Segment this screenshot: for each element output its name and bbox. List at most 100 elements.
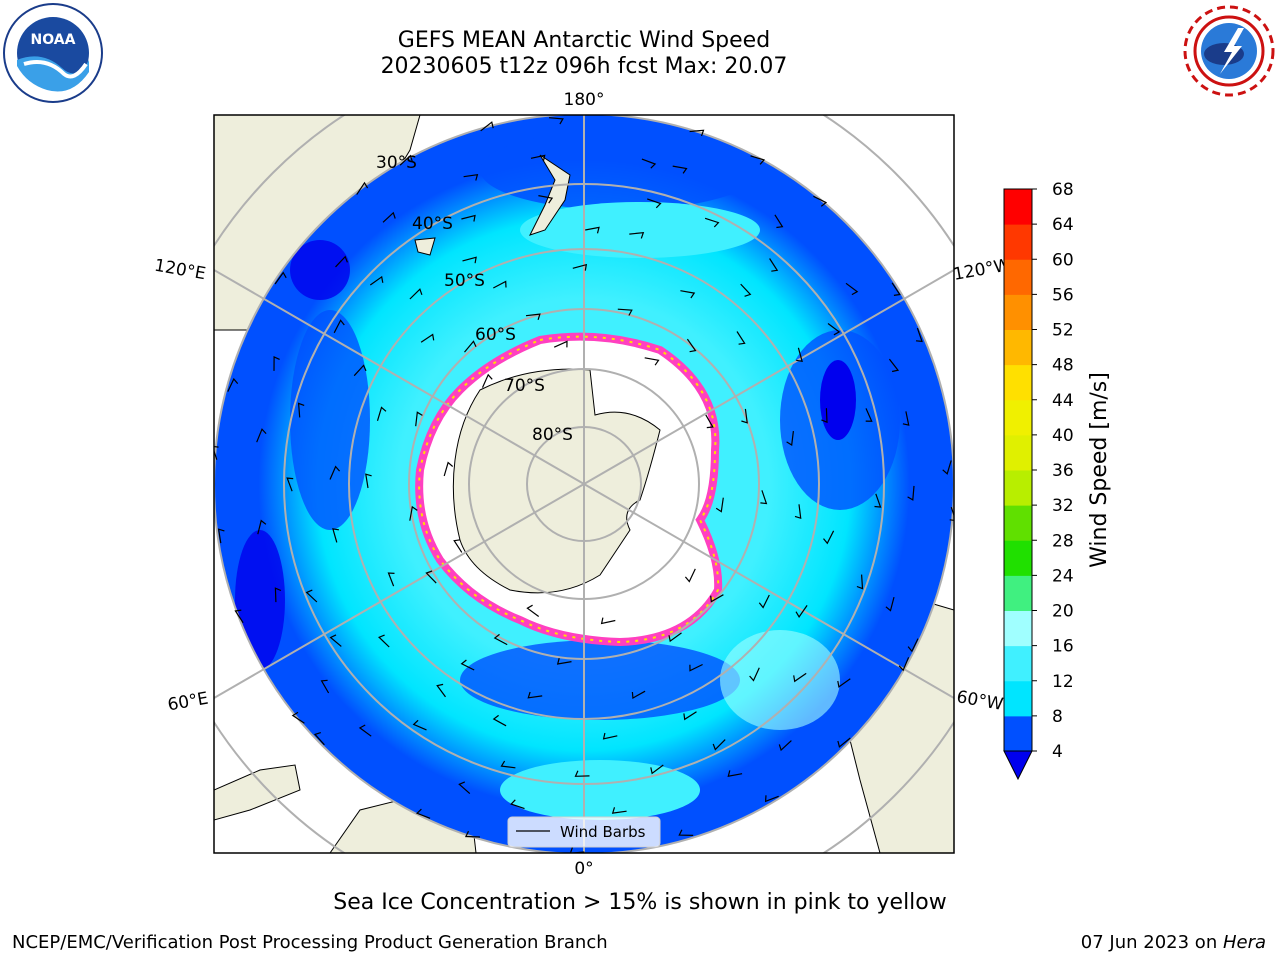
wind-barb (602, 732, 618, 740)
colorbar-tick-label: 24 (1052, 566, 1074, 586)
wind-barb (214, 445, 219, 460)
noaa-logo-icon: NOAA (2, 2, 104, 104)
wind-barb (273, 355, 280, 371)
wind-barb (320, 679, 330, 694)
wind-barb (845, 282, 859, 296)
wind-barb (500, 760, 516, 769)
wind-barb (443, 461, 454, 477)
colorbar-tick-label: 44 (1052, 391, 1074, 411)
wind-barb (689, 129, 705, 137)
wind-barb (305, 589, 318, 603)
wind-barb (727, 770, 743, 777)
wind-barb (715, 497, 724, 513)
lat-label-50s: 50°S (444, 271, 485, 291)
wind-barb (668, 632, 682, 643)
wind-barb (493, 633, 508, 646)
wind-barb (458, 781, 471, 795)
colorbar-segment (1004, 259, 1032, 295)
wind-barb (527, 691, 543, 699)
wind-barb (684, 568, 696, 583)
wind-barb (525, 313, 541, 320)
wind-barb (907, 638, 919, 653)
wind-barb (409, 505, 418, 521)
wind-barb (641, 158, 657, 169)
footer-date: 07 Jun 2023 on Hera (1081, 932, 1266, 953)
colorbar-segment (1004, 505, 1032, 541)
colorbar-segment (1004, 224, 1032, 260)
lon-label-60e: 60°E (166, 689, 210, 716)
wind-barb (329, 634, 342, 647)
wind-barb (530, 154, 546, 162)
wind-barb (353, 364, 367, 377)
wind-barb (680, 290, 696, 299)
wind-barb (778, 740, 792, 752)
wind-barb (650, 764, 664, 775)
colorbar-tick-label: 12 (1052, 672, 1074, 692)
colorbar-segment (1004, 680, 1032, 717)
wind-barb (750, 155, 766, 165)
wind-barb (888, 358, 900, 373)
wind-barb (647, 198, 662, 209)
sea-ice-caption: Sea Ice Concentration > 15% is shown in … (333, 890, 947, 915)
colorbar-segment (1004, 645, 1032, 682)
colorbar-tick-label: 64 (1052, 215, 1074, 235)
wind-barb (286, 477, 294, 492)
footer-date-text: 07 Jun 2023 on (1080, 932, 1223, 953)
wind-barb (786, 431, 794, 446)
lat-label-30s: 30°S (376, 153, 417, 173)
wind-barb (387, 572, 395, 587)
wind-barb (436, 683, 446, 698)
wind-barb (572, 263, 588, 271)
wind-barb (874, 493, 882, 508)
wind-barb (740, 283, 752, 297)
wind-barb (415, 411, 423, 427)
footer-host: Hera (1222, 932, 1266, 953)
wind-barb (510, 799, 525, 810)
colorbar-tick-label: 52 (1052, 321, 1074, 341)
wind-barb (764, 795, 779, 803)
colorbar-label: Wind Speed [m/s] (1087, 372, 1112, 568)
wind-barb (574, 770, 590, 777)
wind-barb (631, 690, 646, 699)
colorbar-segment (1004, 540, 1032, 576)
footer-credit: NCEP/EMC/Verification Post Processing Pr… (12, 932, 608, 953)
wind-barb (332, 528, 339, 543)
wind-barb (464, 340, 477, 353)
wind-barb (463, 173, 479, 181)
map-frame (213, 114, 955, 854)
national-weather-service-logo-icon (1180, 2, 1278, 100)
wind-barb (365, 473, 372, 489)
colorbar-extend-arrow (1003, 750, 1033, 781)
lat-label-80s: 80°S (532, 425, 573, 445)
lat-label-70s: 70°S (504, 376, 545, 396)
wind-barb (297, 402, 305, 418)
colorbar-tick-label: 36 (1052, 461, 1074, 481)
map-legend: Wind Barbs (507, 816, 661, 848)
wind-barb (416, 808, 431, 819)
wind-barb (672, 165, 688, 174)
wind-barb (333, 319, 345, 334)
noaa-logo-text: NOAA (31, 32, 76, 48)
wind-barb (827, 323, 841, 336)
wind-barb (902, 411, 910, 426)
wind-barb (227, 377, 239, 392)
wind-barb (705, 414, 714, 429)
wind-barb (769, 258, 779, 272)
colorbar-segment (1004, 610, 1032, 647)
wind-barb (217, 528, 225, 544)
wind-barb (837, 678, 851, 688)
colorbar-tick-label: 68 (1052, 180, 1074, 200)
wind-barb (794, 504, 802, 520)
wind-barb (823, 530, 835, 545)
wind-barb (686, 338, 697, 353)
wind-barb (793, 672, 807, 683)
wind-barb (356, 181, 369, 195)
wind-barb (556, 658, 572, 665)
wind-barb (462, 256, 477, 264)
wind-barb (412, 719, 427, 731)
colorbar-tick-label: 48 (1052, 356, 1074, 376)
wind-barb (274, 271, 287, 285)
lat-label-60s: 60°S (475, 325, 516, 345)
